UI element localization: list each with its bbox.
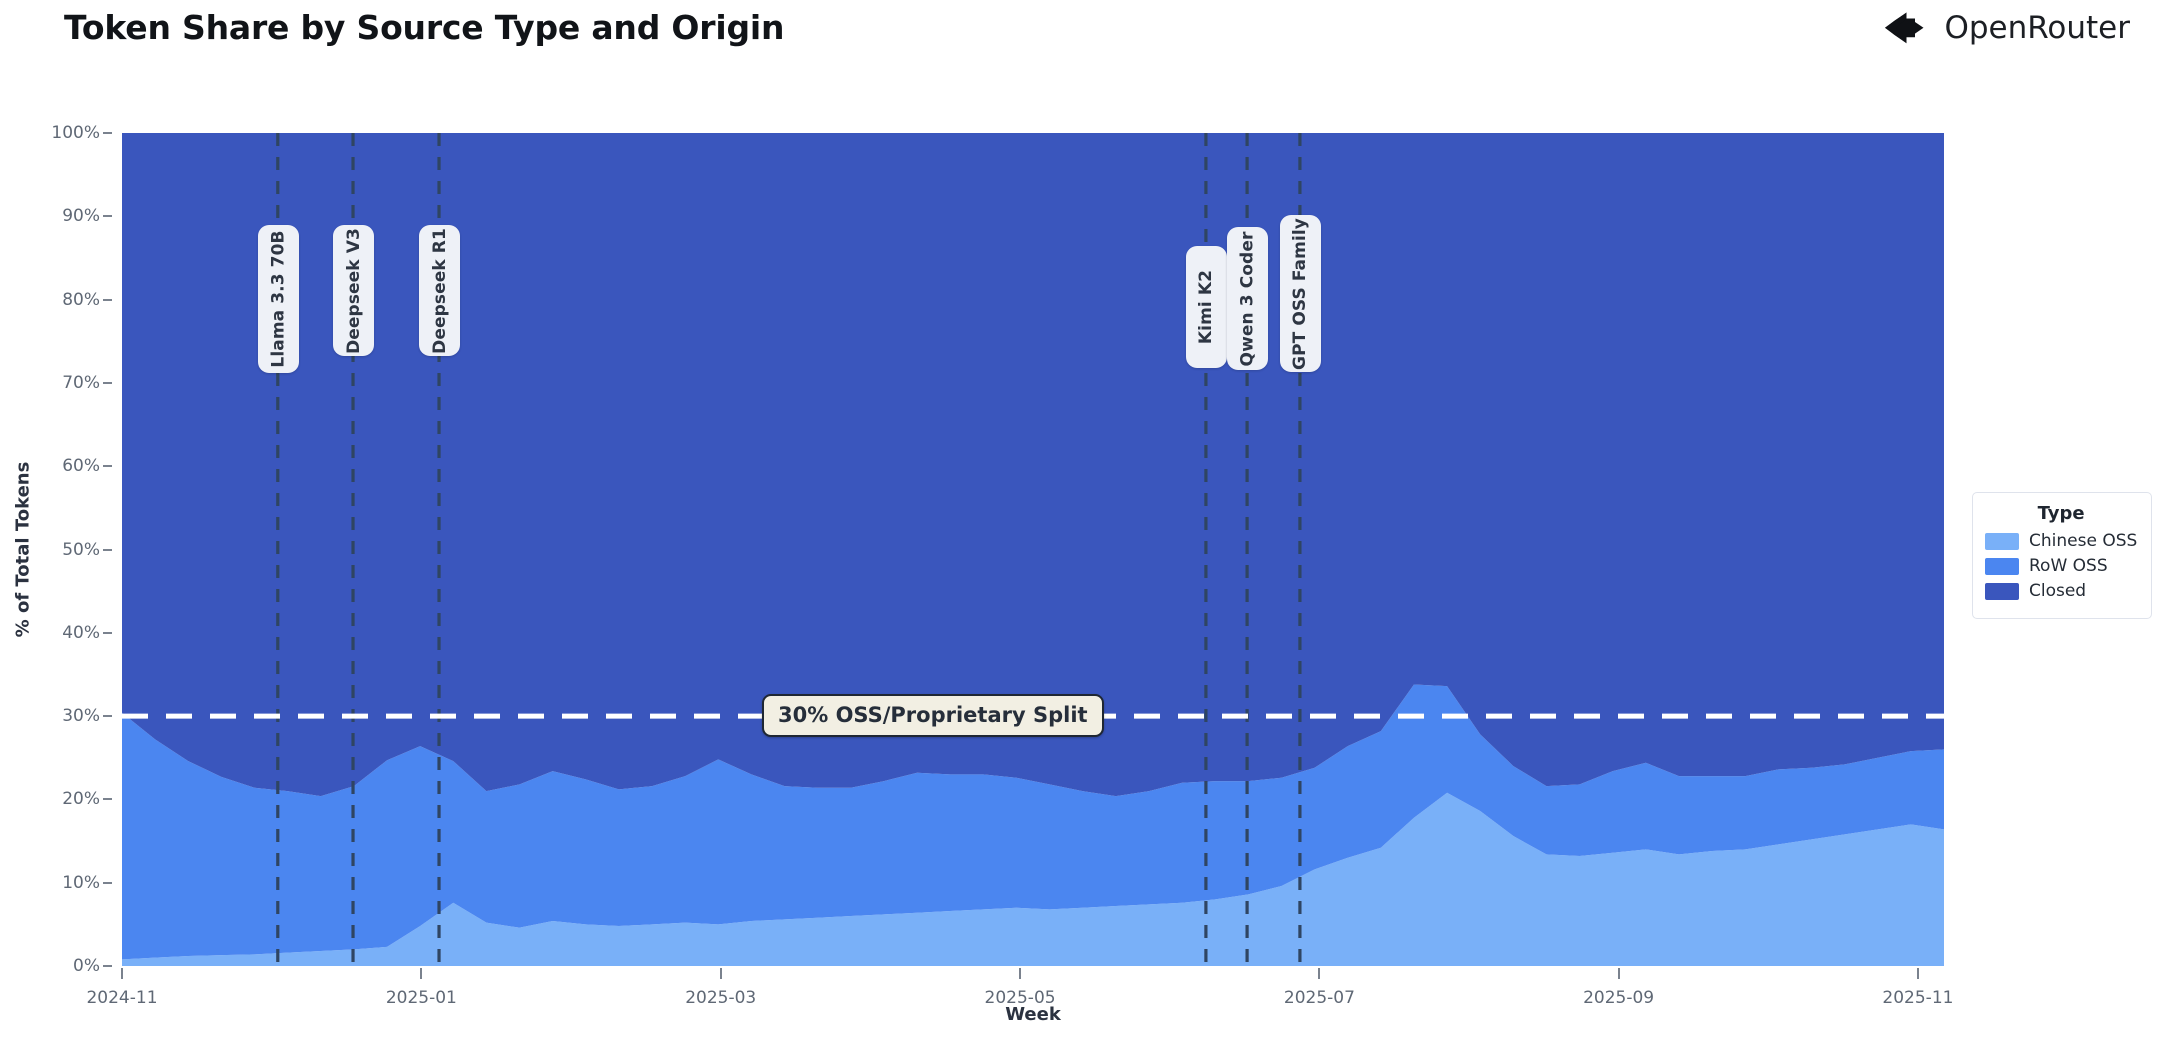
- event-label-qwen-3-coder: Qwen 3 Coder: [1227, 227, 1269, 370]
- event-label-text: Qwen 3 Coder: [1237, 231, 1258, 366]
- x-tick-label: 2025-05: [984, 988, 1056, 1008]
- x-tick-label: 2024-11: [86, 988, 158, 1008]
- y-tick-label: 40%: [62, 622, 100, 643]
- area-series-row-oss: [122, 684, 1944, 960]
- x-tick-label: 2025-03: [685, 988, 757, 1008]
- event-label-llama-3-3-70b: Llama 3.3 70B: [257, 225, 299, 373]
- x-tick-mark: [1019, 968, 1022, 979]
- x-tick-label: 2025-11: [1882, 988, 1954, 1008]
- x-tick-mark: [1318, 968, 1321, 979]
- event-label-gpt-oss-family: GPT OSS Family: [1279, 215, 1321, 372]
- x-axis-ticks: 2024-11 2025-01 2025-03 2025-05 2025-07 2025-…: [86, 966, 1953, 1012]
- y-tick-label: 90%: [62, 206, 100, 227]
- x-tick-mark: [1916, 968, 1919, 979]
- y-tick-mark: [103, 631, 112, 634]
- y-tick-label: 60%: [62, 456, 100, 477]
- area-series-closed: [122, 133, 1944, 797]
- y-tick-label: 0%: [73, 956, 100, 976]
- event-label-text: Deepseek R1: [429, 227, 450, 354]
- plot-area: Llama 3.3 70B Deepseek V3 Deepseek R1 Kimi …: [122, 133, 1944, 966]
- brand-lockup: OpenRouter: [1882, 8, 2130, 48]
- y-tick-mark: [103, 298, 112, 301]
- brand-name: OpenRouter: [1944, 10, 2130, 46]
- legend-item-label: RoW OSS: [2029, 556, 2108, 576]
- x-axis-title: Week: [1005, 1004, 1061, 1025]
- y-tick-mark: [103, 715, 112, 718]
- page-title: Token Share by Source Type and Origin: [64, 8, 785, 47]
- openrouter-chevron-arrow-icon: [1885, 12, 1924, 44]
- legend-swatch: [1985, 582, 2019, 600]
- y-tick-mark: [103, 548, 112, 551]
- legend-item-label: Chinese OSS: [2029, 531, 2138, 551]
- y-tick-label: 70%: [62, 372, 100, 393]
- y-tick-mark: [103, 881, 112, 884]
- x-tick-label: 2025-09: [1583, 988, 1655, 1008]
- x-tick-mark: [719, 968, 722, 979]
- event-label-text: Deepseek V3: [343, 227, 364, 354]
- y-tick-label: 50%: [62, 539, 100, 560]
- event-label-deepseek-r1: Deepseek R1: [419, 225, 461, 356]
- y-tick-mark: [103, 798, 112, 801]
- y-tick-label: 20%: [62, 789, 100, 810]
- y-tick-mark: [103, 465, 112, 468]
- event-label-text: Kimi K2: [1196, 269, 1217, 345]
- y-tick-label: 10%: [62, 872, 100, 893]
- legend: Type Chinese OSS RoW OSS Closed: [1972, 492, 2153, 619]
- y-tick-mark: [103, 215, 112, 218]
- stacked-area-chart: [122, 133, 1944, 966]
- x-tick-mark: [121, 968, 123, 979]
- x-tick-mark: [1617, 968, 1620, 979]
- x-tick-label: 2025-07: [1283, 988, 1355, 1008]
- legend-item-label: Closed: [2029, 581, 2087, 601]
- legend-item-closed[interactable]: Closed: [1985, 581, 2137, 601]
- y-tick-mark: [103, 381, 112, 384]
- y-tick-label: 80%: [62, 289, 100, 310]
- legend-items: Chinese OSS RoW OSS Closed: [1985, 531, 2137, 601]
- y-tick-label: 30%: [62, 706, 100, 727]
- legend-swatch: [1985, 532, 2019, 550]
- area-series-chinese-oss: [122, 792, 1944, 966]
- x-tick-label: 2025-01: [385, 988, 457, 1008]
- y-tick-mark: [103, 965, 112, 967]
- legend-item-row-oss[interactable]: RoW OSS: [1985, 556, 2137, 576]
- y-tick-label: 100%: [51, 123, 100, 143]
- legend-item-chinese-oss[interactable]: Chinese OSS: [1985, 531, 2137, 551]
- legend-title: Type: [2037, 503, 2085, 524]
- event-label-kimi-k2: Kimi K2: [1185, 246, 1227, 368]
- legend-swatch: [1985, 557, 2019, 575]
- threshold-callout: 30% OSS/Proprietary Split: [762, 694, 1104, 738]
- y-axis-ticks: 0% 10% 20% 30% 40% 50% 60% 70% 80% 90% 100%: [0, 123, 122, 976]
- event-label-text: Llama 3.3 70B: [268, 230, 289, 368]
- y-tick-mark: [103, 132, 112, 134]
- event-label-deepseek-v3: Deepseek V3: [333, 225, 375, 356]
- x-tick-mark: [420, 968, 423, 979]
- event-label-text: GPT OSS Family: [1290, 217, 1311, 370]
